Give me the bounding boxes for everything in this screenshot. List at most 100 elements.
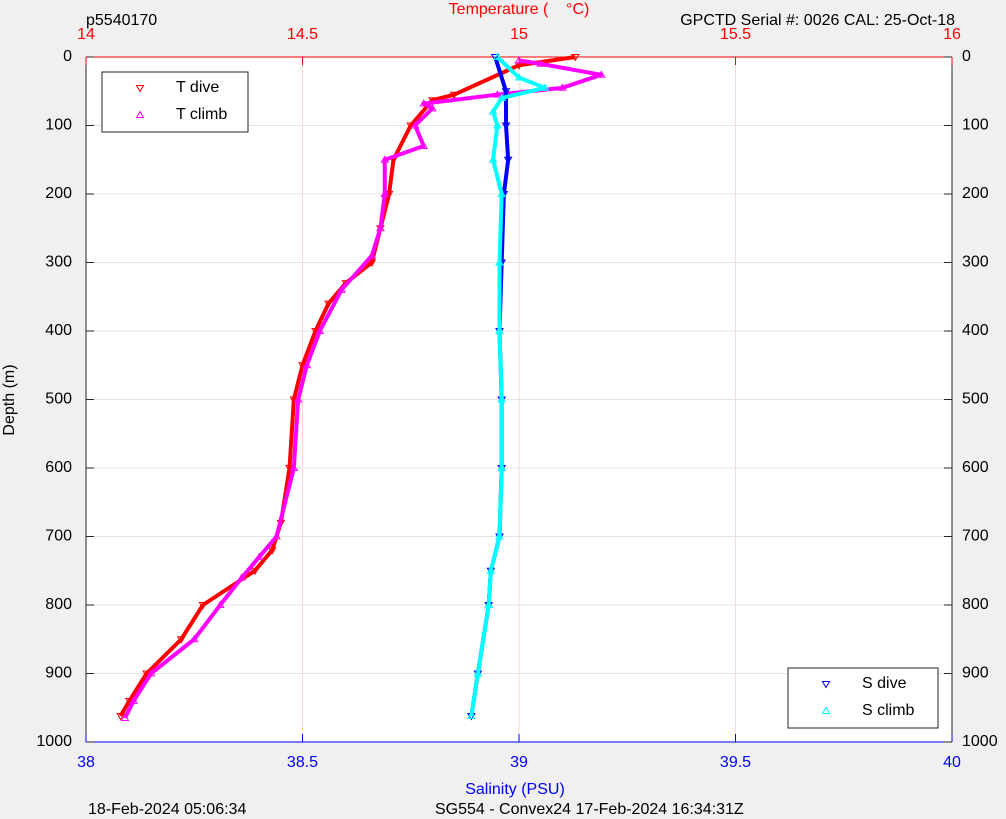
marker	[495, 532, 504, 540]
profile-line	[469, 55, 547, 717]
marker	[410, 121, 420, 129]
y-tick-label: 600	[45, 459, 72, 476]
footer-mission: SG554 - Convex24 17-Feb-2024 16:34:31Z	[435, 801, 744, 818]
y-tick-label: 0	[962, 48, 971, 65]
x2-tick-label: 16	[943, 26, 961, 43]
legend-box	[101, 71, 249, 133]
marker	[514, 55, 524, 64]
y-tick-label: 800	[962, 596, 989, 613]
marker	[495, 326, 504, 334]
footer-date: 18-Feb-2024 05:06:34	[88, 801, 246, 818]
marker	[189, 634, 199, 643]
marker	[497, 395, 507, 403]
x2-tick-label: 15	[510, 26, 528, 43]
legend-marker	[821, 681, 831, 689]
marker	[267, 547, 277, 555]
marker	[419, 99, 429, 107]
marker	[497, 463, 507, 471]
marker	[367, 251, 377, 259]
y-tick-label: 400	[962, 322, 989, 339]
marker	[289, 463, 299, 471]
x-axis-label: Salinity (PSU)	[465, 781, 565, 798]
marker	[380, 155, 390, 163]
marker	[120, 713, 130, 721]
marker	[473, 669, 483, 677]
legend-label: T dive	[176, 79, 219, 96]
x2-axis-label: Temperature ( °C)	[449, 1, 590, 18]
marker	[250, 567, 260, 576]
legend-label: T climb	[176, 106, 227, 123]
marker	[492, 121, 502, 129]
marker	[324, 300, 333, 309]
y-tick-label: 600	[962, 459, 989, 476]
marker	[495, 258, 504, 266]
y-tick-label: 900	[45, 665, 72, 682]
profile-line	[118, 55, 576, 717]
marker	[570, 54, 580, 62]
marker	[536, 59, 546, 67]
marker	[146, 669, 156, 677]
marker	[293, 395, 303, 403]
profile-line	[123, 58, 604, 719]
marker	[484, 600, 494, 608]
marker	[492, 52, 502, 60]
marker	[497, 189, 507, 197]
marker	[497, 93, 507, 102]
y-tick-label: 100	[45, 117, 72, 134]
marker	[302, 360, 312, 369]
legend-box	[787, 667, 939, 729]
x-tick-label: 39.5	[720, 754, 751, 771]
legend-marker	[135, 110, 145, 118]
marker	[488, 107, 498, 115]
y-tick-label: 800	[45, 596, 72, 613]
y-tick-label: 0	[63, 48, 72, 65]
serial-info: GPCTD Serial #: 0026 CAL: 25-Oct-18	[680, 12, 955, 29]
legend-label: S dive	[862, 675, 907, 692]
y-tick-label: 700	[962, 528, 989, 545]
marker	[503, 156, 513, 165]
legend-marker	[135, 85, 145, 93]
y-tick-label: 400	[45, 322, 72, 339]
y-axis-label: Depth (m)	[1, 364, 18, 435]
marker	[466, 711, 476, 719]
marker	[486, 566, 496, 574]
y-tick-label: 900	[962, 665, 989, 682]
x2-tick-label: 15.5	[720, 26, 751, 43]
marker	[116, 713, 126, 721]
marker	[376, 223, 385, 232]
y-tick-label: 500	[45, 391, 72, 408]
y-tick-label: 1000	[962, 733, 998, 750]
y-tick-label: 100	[962, 117, 989, 134]
marker	[315, 326, 325, 334]
marker	[254, 552, 264, 560]
marker	[215, 600, 225, 608]
marker	[129, 696, 139, 704]
y-tick-label: 500	[962, 391, 989, 408]
y-tick-label: 200	[962, 185, 989, 202]
marker	[514, 73, 524, 81]
marker	[501, 122, 511, 130]
marker	[367, 259, 377, 267]
marker	[176, 636, 186, 644]
x2-tick-label: 14	[77, 26, 95, 43]
marker	[492, 90, 502, 98]
marker	[198, 602, 208, 610]
x-tick-label: 40	[943, 754, 961, 771]
marker	[501, 88, 511, 96]
marker	[428, 103, 437, 112]
y-tick-label: 300	[45, 254, 72, 271]
plot-id: p5540170	[86, 12, 157, 29]
y-tick-label: 1000	[36, 733, 72, 750]
marker	[337, 285, 346, 293]
marker	[380, 189, 390, 197]
marker	[237, 573, 247, 581]
legend-marker	[821, 706, 831, 714]
marker	[540, 83, 550, 91]
marker	[449, 91, 459, 100]
marker	[488, 155, 498, 163]
x-tick-label: 39	[510, 754, 528, 771]
marker	[557, 83, 567, 91]
x2-tick-label: 14.5	[287, 26, 318, 43]
marker	[272, 532, 281, 540]
